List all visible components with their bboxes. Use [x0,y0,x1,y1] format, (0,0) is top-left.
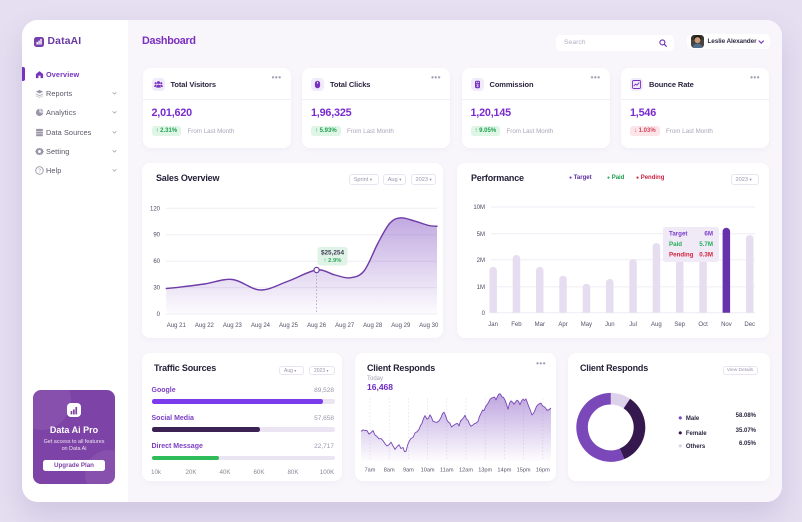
svg-text:Mar: Mar [535,322,545,328]
svg-text:0: 0 [482,311,486,317]
svg-text:60: 60 [153,259,160,265]
svg-text:Target: Target [669,231,687,238]
svg-text:13pm: 13pm [478,468,492,474]
svg-text:May: May [581,322,592,328]
svg-text:Pending: Pending [669,252,694,259]
svg-text:11am: 11am [440,468,454,474]
svg-text:7am: 7am [365,468,376,474]
svg-text:15pm: 15pm [517,468,531,474]
svg-text:Aug 27: Aug 27 [335,323,355,329]
svg-text:Aug 21: Aug 21 [167,323,187,329]
svg-text:Aug 24: Aug 24 [251,323,271,329]
svg-text:Feb: Feb [511,322,522,328]
svg-text:Nov: Nov [721,322,732,328]
svg-text:90: 90 [153,233,160,239]
svg-text:Aug 22: Aug 22 [195,323,215,329]
svg-text:Jan: Jan [488,322,498,328]
svg-text:10M: 10M [473,205,485,211]
svg-text:Paid: Paid [669,241,682,248]
svg-text:Oct: Oct [698,322,708,328]
svg-text:Aug 26: Aug 26 [307,323,327,329]
svg-text:↑ 2.9%: ↑ 2.9% [324,258,342,264]
svg-text:12am: 12am [459,468,473,474]
svg-text:2M: 2M [477,258,485,264]
svg-text:Jul: Jul [629,322,637,328]
svg-text:?: ? [38,168,41,174]
svg-text:9am: 9am [403,468,414,474]
svg-text:Aug 30: Aug 30 [419,323,439,329]
svg-text:0.3M: 0.3M [699,252,713,259]
svg-text:Aug 23: Aug 23 [223,323,243,329]
svg-text:1M: 1M [477,285,485,291]
svg-text:8am: 8am [384,468,395,474]
svg-text:5.7M: 5.7M [699,241,713,248]
svg-text:Aug 25: Aug 25 [279,323,299,329]
svg-text:16pm: 16pm [536,468,550,474]
svg-text:Sep: Sep [674,322,685,328]
svg-text:Aug 28: Aug 28 [363,323,383,329]
svg-text:120: 120 [150,206,161,212]
svg-text:Aug 29: Aug 29 [391,323,411,329]
svg-text:$: $ [476,83,479,88]
svg-text:14pm: 14pm [497,468,511,474]
svg-text:30: 30 [153,286,160,292]
svg-text:0: 0 [157,312,161,318]
svg-text:Aug: Aug [651,322,662,328]
svg-text:10am: 10am [421,468,435,474]
svg-text:Dec: Dec [744,322,755,328]
svg-text:6M: 6M [704,231,713,238]
svg-text:Apr: Apr [558,322,567,328]
svg-text:$25,254: $25,254 [321,250,345,257]
svg-text:Jun: Jun [605,322,615,328]
svg-text:5M: 5M [477,232,485,238]
